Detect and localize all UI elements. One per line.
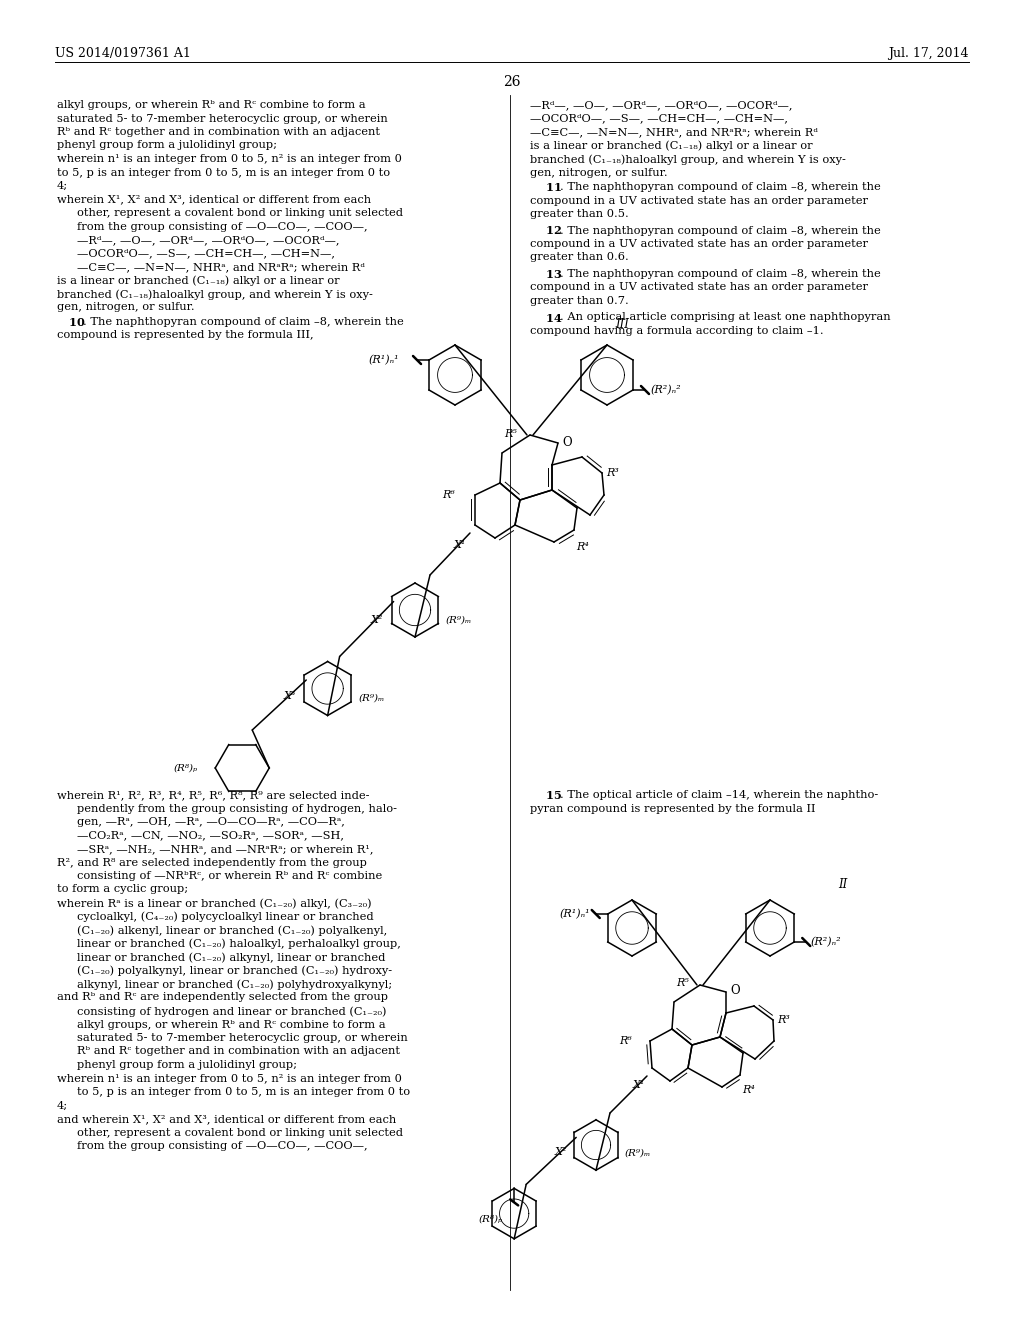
Text: branched (C₁₋₁₈)haloalkyl group, and wherein Y is oxy-: branched (C₁₋₁₈)haloalkyl group, and whe…: [530, 154, 846, 165]
Text: greater than 0.6.: greater than 0.6.: [530, 252, 629, 263]
Text: X²: X²: [371, 615, 383, 624]
Text: 4;: 4;: [57, 181, 69, 191]
Text: . An optical article comprising at least one naphthopyran: . An optical article comprising at least…: [560, 313, 891, 322]
Text: wherein R¹, R², R³, R⁴, R⁵, R⁶, R⁸, R⁹ are selected inde-: wherein R¹, R², R³, R⁴, R⁵, R⁶, R⁸, R⁹ a…: [57, 789, 370, 800]
Text: gen, nitrogen, or sulfur.: gen, nitrogen, or sulfur.: [530, 168, 668, 177]
Text: and wherein X¹, X² and X³, identical or different from each: and wherein X¹, X² and X³, identical or …: [57, 1114, 396, 1125]
Text: wherein Rᵃ is a linear or branched (C₁₋₂₀) alkyl, (C₃₋₂₀): wherein Rᵃ is a linear or branched (C₁₋₂…: [57, 898, 372, 908]
Text: branched (C₁₋₁₈)haloalkyl group, and wherein Y is oxy-: branched (C₁₋₁₈)haloalkyl group, and whe…: [57, 289, 373, 300]
Text: to 5, p is an integer from 0 to 5, m is an integer from 0 to: to 5, p is an integer from 0 to 5, m is …: [77, 1086, 411, 1097]
Text: 4;: 4;: [57, 1101, 69, 1110]
Text: —OCORᵈO—, —S—, —CH=CH—, —CH=N—,: —OCORᵈO—, —S—, —CH=CH—, —CH=N—,: [77, 248, 335, 259]
Text: greater than 0.5.: greater than 0.5.: [530, 209, 629, 219]
Text: R³: R³: [606, 469, 618, 478]
Text: pendently from the group consisting of hydrogen, halo-: pendently from the group consisting of h…: [77, 804, 397, 813]
Text: (R¹)ₙ¹: (R¹)ₙ¹: [559, 909, 590, 919]
Text: compound in a UV activated state has an order parameter: compound in a UV activated state has an …: [530, 195, 868, 206]
Text: Rᵇ and Rᶜ together and in combination with an adjacent: Rᵇ and Rᶜ together and in combination wi…: [57, 127, 380, 137]
Text: (C₁₋₂₀) polyalkynyl, linear or branched (C₁₋₂₀) hydroxy-: (C₁₋₂₀) polyalkynyl, linear or branched …: [77, 965, 392, 975]
Text: gen, nitrogen, or sulfur.: gen, nitrogen, or sulfur.: [57, 302, 195, 313]
Text: 10: 10: [57, 317, 85, 327]
Text: is a linear or branched (C₁₋₁₈) alkyl or a linear or: is a linear or branched (C₁₋₁₈) alkyl or…: [530, 140, 813, 150]
Text: wherein n¹ is an integer from 0 to 5, n² is an integer from 0: wherein n¹ is an integer from 0 to 5, n²…: [57, 1073, 401, 1084]
Text: —OCORᵈO—, —S—, —CH=CH—, —CH=N—,: —OCORᵈO—, —S—, —CH=CH—, —CH=N—,: [530, 114, 788, 124]
Text: R⁶: R⁶: [442, 490, 455, 500]
Text: (R²)ₙ²: (R²)ₙ²: [810, 937, 841, 948]
Text: saturated 5- to 7-member heterocyclic group, or wherein: saturated 5- to 7-member heterocyclic gr…: [57, 114, 388, 124]
Text: consisting of hydrogen and linear or branched (C₁₋₂₀): consisting of hydrogen and linear or bra…: [77, 1006, 386, 1016]
Text: . The naphthopyran compound of claim –8, wherein the: . The naphthopyran compound of claim –8,…: [560, 269, 881, 279]
Text: (R²)ₙ²: (R²)ₙ²: [651, 385, 682, 395]
Text: . The naphthopyran compound of claim –8, wherein the: . The naphthopyran compound of claim –8,…: [560, 226, 881, 235]
Text: —CO₂Rᵃ, —CN, —NO₂, —SO₂Rᵃ, —SORᵃ, —SH,: —CO₂Rᵃ, —CN, —NO₂, —SO₂Rᵃ, —SORᵃ, —SH,: [77, 830, 344, 841]
Text: US 2014/0197361 A1: US 2014/0197361 A1: [55, 48, 190, 59]
Text: —SRᵃ, —NH₂, —NHRᵃ, and —NRᵃRᵃ; or wherein R¹,: —SRᵃ, —NH₂, —NHRᵃ, and —NRᵃRᵃ; or wherei…: [77, 843, 374, 854]
Text: (R⁸)ₚ: (R⁸)ₚ: [173, 763, 198, 772]
Text: linear or branched (C₁₋₂₀) alkynyl, linear or branched: linear or branched (C₁₋₂₀) alkynyl, line…: [77, 952, 385, 962]
Text: X¹: X¹: [633, 1081, 645, 1090]
Text: linear or branched (C₁₋₂₀) haloalkyl, perhaloalkyl group,: linear or branched (C₁₋₂₀) haloalkyl, pe…: [77, 939, 400, 949]
Text: 11: 11: [534, 182, 562, 193]
Text: to form a cyclic group;: to form a cyclic group;: [57, 884, 188, 895]
Text: other, represent a covalent bond or linking unit selected: other, represent a covalent bond or link…: [77, 1127, 403, 1138]
Text: consisting of —NRᵇRᶜ, or wherein Rᵇ and Rᶜ combine: consisting of —NRᵇRᶜ, or wherein Rᵇ and …: [77, 871, 382, 880]
Text: —C≡C—, —N=N—, NHRᵃ, and NRᵃRᵃ; wherein Rᵈ: —C≡C—, —N=N—, NHRᵃ, and NRᵃRᵃ; wherein R…: [530, 127, 818, 137]
Text: (R¹)ₙ¹: (R¹)ₙ¹: [369, 355, 399, 366]
Text: from the group consisting of —O—CO—, —COO—,: from the group consisting of —O—CO—, —CO…: [77, 1140, 368, 1151]
Text: 26: 26: [503, 75, 521, 88]
Text: greater than 0.7.: greater than 0.7.: [530, 296, 629, 306]
Text: . The optical article of claim –14, wherein the naphtho-: . The optical article of claim –14, wher…: [560, 789, 878, 800]
Text: O: O: [730, 985, 739, 998]
Text: is a linear or branched (C₁₋₁₈) alkyl or a linear or: is a linear or branched (C₁₋₁₈) alkyl or…: [57, 276, 340, 286]
Text: R³: R³: [777, 1015, 790, 1026]
Text: compound having a formula according to claim –1.: compound having a formula according to c…: [530, 326, 823, 337]
Text: 12: 12: [534, 226, 562, 236]
Text: saturated 5- to 7-member heterocyclic group, or wherein: saturated 5- to 7-member heterocyclic gr…: [77, 1034, 408, 1043]
Text: Jul. 17, 2014: Jul. 17, 2014: [889, 48, 969, 59]
Text: compound in a UV activated state has an order parameter: compound in a UV activated state has an …: [530, 239, 868, 249]
Text: pyran compound is represented by the formula II: pyran compound is represented by the for…: [530, 804, 815, 813]
Text: alkyl groups, or wherein Rᵇ and Rᶜ combine to form a: alkyl groups, or wherein Rᵇ and Rᶜ combi…: [57, 100, 366, 110]
Text: (R⁹)ₘ: (R⁹)ₘ: [358, 694, 385, 704]
Text: compound is represented by the formula III,: compound is represented by the formula I…: [57, 330, 313, 341]
Text: III: III: [615, 318, 629, 331]
Text: 15: 15: [534, 789, 562, 801]
Text: (C₁₋₂₀) alkenyl, linear or branched (C₁₋₂₀) polyalkenyl,: (C₁₋₂₀) alkenyl, linear or branched (C₁₋…: [77, 925, 387, 936]
Text: R⁴: R⁴: [742, 1085, 755, 1096]
Text: . The naphthopyran compound of claim –8, wherein the: . The naphthopyran compound of claim –8,…: [560, 182, 881, 191]
Text: gen, —Rᵃ, —OH, —Rᵃ, —O—CO—Rᵃ, —CO—Rᵃ,: gen, —Rᵃ, —OH, —Rᵃ, —O—CO—Rᵃ, —CO—Rᵃ,: [77, 817, 345, 828]
Text: 13: 13: [534, 269, 562, 280]
Text: X¹: X¹: [454, 540, 466, 550]
Text: R², and R⁸ are selected independently from the group: R², and R⁸ are selected independently fr…: [57, 858, 367, 867]
Text: —C≡C—, —N=N—, NHRᵃ, and NRᵃRᵃ; wherein Rᵈ: —C≡C—, —N=N—, NHRᵃ, and NRᵃRᵃ; wherein R…: [77, 261, 365, 272]
Text: alkynyl, linear or branched (C₁₋₂₀) polyhydroxyalkynyl;: alkynyl, linear or branched (C₁₋₂₀) poly…: [77, 979, 392, 990]
Text: (R⁹)ₘ: (R⁹)ₘ: [446, 615, 472, 624]
Text: wherein X¹, X² and X³, identical or different from each: wherein X¹, X² and X³, identical or diff…: [57, 194, 371, 205]
Text: R⁶: R⁶: [620, 1036, 632, 1045]
Text: to 5, p is an integer from 0 to 5, m is an integer from 0 to: to 5, p is an integer from 0 to 5, m is …: [57, 168, 390, 177]
Text: alkyl groups, or wherein Rᵇ and Rᶜ combine to form a: alkyl groups, or wherein Rᵇ and Rᶜ combi…: [77, 1019, 386, 1030]
Text: from the group consisting of —O—CO—, —COO—,: from the group consisting of —O—CO—, —CO…: [77, 222, 368, 231]
Text: . The naphthopyran compound of claim –8, wherein the: . The naphthopyran compound of claim –8,…: [83, 317, 403, 327]
Text: (R⁹)ₘ: (R⁹)ₘ: [625, 1148, 650, 1158]
Text: II: II: [839, 878, 848, 891]
Text: R⁴: R⁴: [575, 543, 589, 552]
Text: Rᵇ and Rᶜ together and in combination with an adjacent: Rᵇ and Rᶜ together and in combination wi…: [77, 1047, 400, 1056]
Text: phenyl group form a julolidinyl group;: phenyl group form a julolidinyl group;: [57, 140, 278, 150]
Text: compound in a UV activated state has an order parameter: compound in a UV activated state has an …: [530, 282, 868, 293]
Text: other, represent a covalent bond or linking unit selected: other, represent a covalent bond or link…: [77, 209, 403, 218]
Text: (R⁸)ₚ: (R⁸)ₚ: [478, 1214, 502, 1224]
Text: X³: X³: [284, 690, 296, 701]
Text: and Rᵇ and Rᶜ are independently selected from the group: and Rᵇ and Rᶜ are independently selected…: [57, 993, 388, 1002]
Text: X²: X²: [555, 1147, 567, 1156]
Text: R⁵: R⁵: [504, 429, 517, 440]
Text: wherein n¹ is an integer from 0 to 5, n² is an integer from 0: wherein n¹ is an integer from 0 to 5, n²…: [57, 154, 401, 164]
Text: —Rᵈ—, —O—, —ORᵈ—, —ORᵈO—, —OCORᵈ—,: —Rᵈ—, —O—, —ORᵈ—, —ORᵈO—, —OCORᵈ—,: [77, 235, 340, 246]
Text: 14: 14: [534, 313, 562, 323]
Text: cycloalkyl, (C₄₋₂₀) polycycloalkyl linear or branched: cycloalkyl, (C₄₋₂₀) polycycloalkyl linea…: [77, 912, 374, 923]
Text: —Rᵈ—, —O—, —ORᵈ—, —ORᵈO—, —OCORᵈ—,: —Rᵈ—, —O—, —ORᵈ—, —ORᵈO—, —OCORᵈ—,: [530, 100, 793, 110]
Text: O: O: [562, 436, 571, 449]
Text: phenyl group form a julolidinyl group;: phenyl group form a julolidinyl group;: [77, 1060, 297, 1071]
Text: R⁵: R⁵: [676, 978, 689, 987]
